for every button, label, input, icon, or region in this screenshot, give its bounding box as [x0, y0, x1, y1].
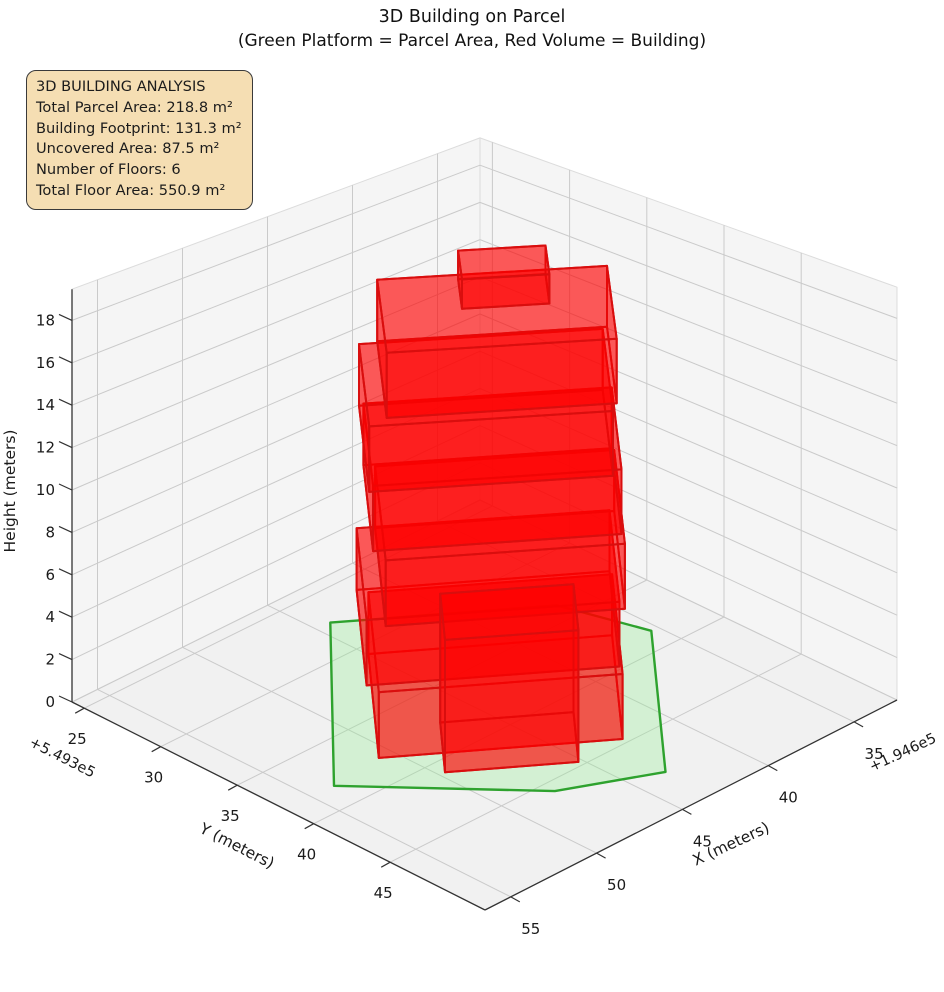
info-box-title: 3D BUILDING ANALYSIS	[36, 78, 206, 95]
x-tick-mark	[596, 852, 606, 859]
grid-line-z-left	[71, 462, 481, 661]
building-front-wing-front	[444, 629, 580, 774]
x-tick-label: 35	[865, 745, 884, 763]
building-floor-4-top	[362, 386, 623, 487]
z-tick-label: 18	[36, 311, 55, 329]
z-tick-label: 4	[45, 608, 55, 626]
y-tick-label: 25	[68, 730, 87, 748]
info-box-line-uncovered: Uncovered Area: 87.5 m²	[36, 140, 220, 158]
x-tick-mark	[510, 896, 521, 903]
grid-line-z-left	[71, 239, 481, 406]
z-tick-mark	[58, 568, 73, 576]
building-front-wing-top	[439, 583, 580, 641]
z-tick-mark	[58, 483, 73, 491]
grid-line-z-left	[71, 201, 481, 364]
building-floor-3-top	[374, 449, 626, 562]
grid-line-z-right	[479, 350, 898, 531]
x-axis-spine	[484, 699, 898, 911]
x-tick-label: 50	[607, 876, 626, 894]
y-tick-label: 35	[221, 807, 240, 825]
z-tick-label: 8	[45, 523, 55, 541]
z-tick-label: 0	[45, 693, 55, 711]
y-tick-label: 45	[374, 884, 393, 902]
z-tick-label: 12	[36, 439, 55, 457]
grid-line-z-right	[479, 164, 898, 319]
grid-line-x	[437, 520, 855, 723]
chart-subtitle: (Green Platform = Parcel Area, Red Volum…	[237, 31, 707, 51]
y-tick-mark	[151, 746, 161, 753]
x-tick-mark	[682, 808, 692, 815]
analysis-info-box: 3D BUILDING ANALYSIS Total Parcel Area: …	[26, 70, 253, 210]
z-tick-mark	[58, 313, 73, 321]
grid-line-z-left	[71, 499, 481, 703]
building-floor-1-top	[367, 573, 624, 694]
z-tick-label: 2	[45, 651, 55, 669]
grid-line-z-left	[71, 276, 481, 449]
grid-line-y	[83, 505, 493, 709]
info-box-line-footprint: Building Footprint: 131.3 m²	[36, 119, 242, 137]
grid-line-z-right	[479, 201, 898, 362]
grid-line-z-left	[71, 387, 481, 576]
y-tick-label: 40	[297, 846, 316, 864]
z-tick-label: 6	[45, 566, 55, 584]
x-tick-label: 55	[521, 920, 540, 938]
grid-line-z-left	[71, 164, 481, 321]
grid-line-z-right	[479, 462, 898, 659]
grid-line-z-left	[71, 425, 481, 618]
info-box-line-parcel-area: Total Parcel Area: 218.8 m²	[36, 98, 233, 116]
y-tick-mark	[304, 823, 314, 830]
y-tick-mark	[74, 707, 85, 714]
z-tick-mark	[58, 356, 73, 364]
grid-line-z-right	[479, 239, 898, 404]
y-axis-spine	[71, 701, 486, 911]
z-tick-mark	[58, 653, 73, 661]
grid-line-z-left	[71, 350, 481, 533]
z-tick-label: 14	[36, 396, 55, 414]
grid-line-y	[313, 616, 725, 825]
chart-title: 3D Building on Parcel	[378, 7, 566, 27]
grid-line-x	[267, 604, 683, 810]
z-tick-mark	[58, 695, 73, 703]
x-tick-label: 45	[693, 832, 712, 850]
grid-line-x	[182, 646, 597, 854]
info-box-line-floors: Number of Floors: 6	[36, 161, 181, 179]
y-tick-mark	[227, 784, 238, 791]
z-tick-label: 16	[36, 354, 55, 372]
grid-line-z-left	[71, 313, 481, 491]
grid-line-z-right	[479, 276, 898, 447]
grid-line-z-right	[479, 425, 898, 616]
x-tick-mark	[853, 721, 864, 728]
building-floor-5-top	[358, 327, 614, 428]
grid-line-y	[236, 579, 648, 786]
building-floor-6-top	[376, 264, 618, 354]
z-tick-mark	[58, 525, 73, 533]
grid-line-z-right	[479, 499, 898, 701]
z-tick-mark	[58, 441, 73, 449]
grid-line-y	[389, 653, 802, 863]
z-tick-mark	[58, 398, 73, 406]
z-axis-label: Height (meters)	[1, 429, 19, 553]
y-tick-mark	[380, 861, 391, 868]
grid-line-z-right	[479, 387, 898, 574]
grid-line-y	[160, 542, 570, 748]
y-tick-label: 30	[144, 769, 163, 787]
grid-line-x	[97, 688, 512, 898]
x-tick-label: 40	[779, 789, 798, 807]
z-tick-mark	[58, 610, 73, 618]
z-tick-label: 10	[36, 481, 55, 499]
info-box-line-floor-area: Total Floor Area: 550.9 m²	[36, 181, 226, 199]
grid-line-x	[352, 562, 769, 767]
x-tick-mark	[768, 765, 778, 772]
building-roof-structure-top	[457, 244, 551, 281]
